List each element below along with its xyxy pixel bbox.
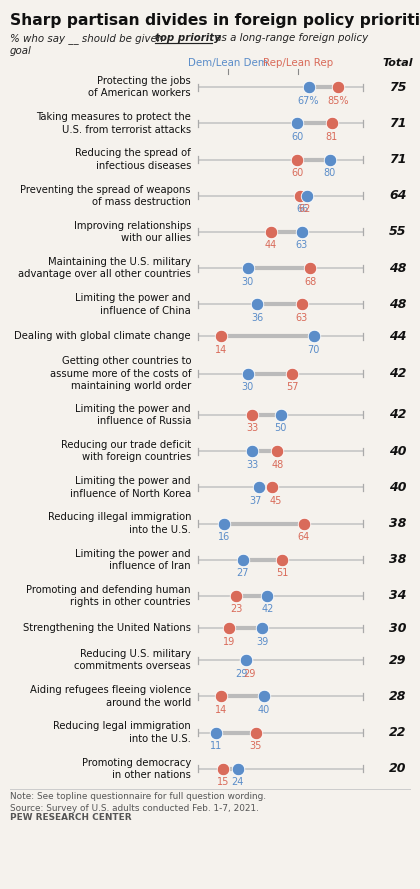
- Text: Reducing illegal immigration
into the U.S.: Reducing illegal immigration into the U.…: [47, 512, 191, 534]
- Text: 42: 42: [261, 605, 273, 614]
- Text: 71: 71: [389, 153, 407, 166]
- Text: 63: 63: [296, 240, 308, 251]
- Text: 67%: 67%: [298, 96, 319, 106]
- Text: 68: 68: [304, 276, 316, 286]
- Text: 64: 64: [389, 189, 407, 202]
- Text: Improving relationships
with our allies: Improving relationships with our allies: [74, 220, 191, 243]
- Text: 71: 71: [389, 116, 407, 130]
- Text: 29: 29: [236, 669, 248, 679]
- Text: 20: 20: [389, 763, 407, 775]
- Text: 33: 33: [246, 460, 259, 469]
- Text: Dem/Lean Dem: Dem/Lean Dem: [188, 58, 268, 68]
- Text: 64: 64: [297, 532, 310, 542]
- Text: 66: 66: [297, 204, 309, 214]
- Text: 14: 14: [215, 705, 227, 715]
- Text: 63: 63: [296, 313, 308, 323]
- Text: Strengthening the United Nations: Strengthening the United Nations: [23, 623, 191, 633]
- Text: 23: 23: [230, 605, 242, 614]
- Text: 40: 40: [389, 481, 407, 493]
- Text: 60: 60: [291, 168, 303, 178]
- Text: 70: 70: [307, 345, 320, 355]
- Text: 29: 29: [244, 669, 256, 679]
- Text: % who say __ should be given: % who say __ should be given: [10, 33, 167, 44]
- Text: 14: 14: [215, 345, 227, 355]
- Text: Reducing the spread of
infectious diseases: Reducing the spread of infectious diseas…: [75, 148, 191, 171]
- Text: 40: 40: [389, 444, 407, 458]
- Text: Rep/Lean Rep: Rep/Lean Rep: [263, 58, 333, 68]
- Text: Limiting the power and
influence of North Korea: Limiting the power and influence of Nort…: [70, 477, 191, 499]
- Text: Aiding refugees fleeing violence
around the world: Aiding refugees fleeing violence around …: [30, 685, 191, 708]
- Text: Promoting democracy
in other nations: Promoting democracy in other nations: [82, 757, 191, 781]
- Text: 27: 27: [236, 568, 249, 578]
- Text: 51: 51: [276, 568, 289, 578]
- Text: Reducing legal immigration
into the U.S.: Reducing legal immigration into the U.S.: [53, 722, 191, 744]
- Text: 80: 80: [324, 168, 336, 178]
- Text: 30: 30: [241, 276, 254, 286]
- Text: Preventing the spread of weapons
of mass destruction: Preventing the spread of weapons of mass…: [21, 185, 191, 207]
- Text: 16: 16: [218, 532, 231, 542]
- Text: Getting other countries to
assume more of the costs of
maintaining world order: Getting other countries to assume more o…: [50, 356, 191, 391]
- Text: 39: 39: [256, 637, 268, 646]
- Text: 38: 38: [389, 553, 407, 566]
- Text: 11: 11: [210, 741, 222, 751]
- Text: Taking measures to protect the
U.S. from terrorist attacks: Taking measures to protect the U.S. from…: [36, 112, 191, 134]
- Text: 36: 36: [251, 313, 263, 323]
- Text: top priority: top priority: [155, 33, 221, 43]
- Text: 50: 50: [274, 423, 287, 434]
- Text: Total: Total: [383, 58, 413, 68]
- Text: 48: 48: [271, 460, 284, 469]
- Text: Reducing our trade deficit
with foreign countries: Reducing our trade deficit with foreign …: [61, 440, 191, 462]
- Text: Limiting the power and
influence of China: Limiting the power and influence of Chin…: [75, 293, 191, 316]
- Text: Limiting the power and
influence of Iran: Limiting the power and influence of Iran: [75, 549, 191, 571]
- Text: 37: 37: [249, 496, 261, 506]
- Text: 81: 81: [326, 132, 338, 142]
- Text: 42: 42: [389, 408, 407, 421]
- Text: 60: 60: [291, 132, 303, 142]
- Text: 40: 40: [258, 705, 270, 715]
- Text: 38: 38: [389, 517, 407, 530]
- Text: Dealing with global climate change: Dealing with global climate change: [14, 332, 191, 341]
- Text: Limiting the power and
influence of Russia: Limiting the power and influence of Russ…: [75, 404, 191, 426]
- Text: 48: 48: [389, 261, 407, 275]
- Text: 35: 35: [249, 741, 262, 751]
- Text: PEW RESEARCH CENTER: PEW RESEARCH CENTER: [10, 813, 131, 822]
- Text: 33: 33: [246, 423, 259, 434]
- Text: 55: 55: [389, 226, 407, 238]
- Text: 28: 28: [389, 690, 407, 703]
- Text: Note: See topline questionnaire for full question wording.
Source: Survey of U.S: Note: See topline questionnaire for full…: [10, 792, 266, 813]
- Text: Reducing U.S. military
commitments overseas: Reducing U.S. military commitments overs…: [74, 649, 191, 671]
- Text: 75: 75: [389, 81, 407, 93]
- Text: Protecting the jobs
of American workers: Protecting the jobs of American workers: [88, 76, 191, 99]
- Text: 15: 15: [217, 777, 229, 788]
- Text: 48: 48: [389, 298, 407, 311]
- Text: 44: 44: [389, 330, 407, 343]
- Text: 62: 62: [298, 204, 310, 214]
- Text: 42: 42: [389, 367, 407, 380]
- Text: 44: 44: [265, 240, 277, 251]
- Text: 34: 34: [389, 589, 407, 603]
- Text: 30: 30: [241, 382, 254, 392]
- Text: 22: 22: [389, 726, 407, 739]
- Text: 24: 24: [231, 777, 244, 788]
- Text: Sharp partisan divides in foreign policy priorities: Sharp partisan divides in foreign policy…: [10, 13, 420, 28]
- Text: goal: goal: [10, 46, 32, 56]
- Text: 29: 29: [389, 653, 407, 667]
- Text: 30: 30: [389, 621, 407, 635]
- Text: 45: 45: [270, 496, 282, 506]
- Text: 19: 19: [223, 637, 236, 646]
- Text: 57: 57: [286, 382, 298, 392]
- Text: as a long-range foreign policy: as a long-range foreign policy: [212, 33, 368, 43]
- Text: Promoting and defending human
rights in other countries: Promoting and defending human rights in …: [26, 585, 191, 607]
- Text: 85%: 85%: [328, 96, 349, 106]
- Text: Maintaining the U.S. military
advantage over all other countries: Maintaining the U.S. military advantage …: [18, 257, 191, 279]
